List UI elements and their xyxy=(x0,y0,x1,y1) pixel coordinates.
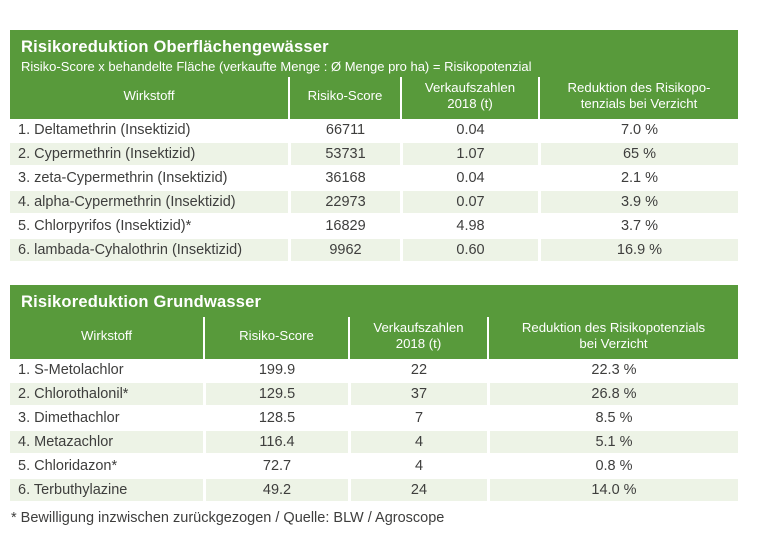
column-header-row: Wirkstoff Risiko-Score Verkaufszahlen 20… xyxy=(10,317,738,360)
reduction-cell: 8.5 % xyxy=(487,407,738,430)
table-row: 4. alpha-Cypermethrin (Insektizid) 22973… xyxy=(10,191,738,214)
table-row: 2. Cypermethrin (Insektizid) 53731 1.07 … xyxy=(10,143,738,166)
groundwater-table: Risikoreduktion Grundwasser Wirkstoff Ri… xyxy=(10,285,738,502)
infographic: Risikoreduktion Oberflächengewässer Risi… xyxy=(10,30,768,527)
risk-score-cell: 22973 xyxy=(288,191,400,214)
substance-cell: 5. Chloridazon* xyxy=(18,458,118,475)
column-header-label: bei Verzicht xyxy=(579,335,648,351)
reduction-cell: 3.7 % xyxy=(538,215,738,238)
column-header-verkaufszahlen: Verkaufszahlen 2018 (t) xyxy=(400,77,538,120)
substance-cell: 2. Chlorothalonil* xyxy=(10,383,203,406)
sales-2018-cell: 0.07 xyxy=(400,191,538,214)
reduction-cell: 5.1 % xyxy=(487,431,738,454)
reduction-cell: 16.9 % xyxy=(538,239,738,262)
sales-2018-cell: 24 xyxy=(348,479,487,502)
column-header-label: Wirkstoff xyxy=(123,87,175,103)
risk-score-cell: 9962 xyxy=(288,239,400,262)
column-header-verkaufszahlen: Verkaufszahlen 2018 (t) xyxy=(348,317,487,360)
table-title: Risikoreduktion Oberflächengewässer xyxy=(21,38,329,56)
risk-score-cell: 53731 xyxy=(288,143,400,166)
reduction-cell: 3.9 % xyxy=(538,191,738,214)
sales-2018-cell: 4.98 xyxy=(400,215,538,238)
substance-cell: 4. alpha-Cypermethrin (Insektizid) xyxy=(10,191,288,214)
table-row: 1. S-Metolachlor 199.9 22 22.3 % xyxy=(10,359,738,382)
column-header-risiko-score: Risiko-Score xyxy=(203,317,348,360)
column-header-wirkstoff: Wirkstoff xyxy=(10,77,288,119)
risk-score-cell: 72.7 xyxy=(203,455,348,478)
table-header: Risikoreduktion Grundwasser Wirkstoff Ri… xyxy=(10,285,738,360)
reduction-cell: 14.0 % xyxy=(487,479,738,502)
risk-score-cell: 199.9 xyxy=(203,359,348,382)
column-header-label: 2018 (t) xyxy=(395,335,442,351)
risk-score-cell: 49.2 xyxy=(203,479,348,502)
sales-2018-cell: 0.60 xyxy=(400,239,538,262)
table-row: 2. Chlorothalonil* 129.5 37 26.8 % xyxy=(10,383,738,406)
sales-2018-cell: 37 xyxy=(348,383,487,406)
risk-score-cell: 128.5 xyxy=(203,407,348,430)
surface-water-table: Risikoreduktion Oberflächengewässer Risi… xyxy=(10,30,738,262)
table-row: 5. Chloridazon* 72.7 4 0.8 % xyxy=(10,455,738,478)
risk-score-cell: 129.5 xyxy=(203,383,348,406)
column-header-row: Wirkstoff Risiko-Score Verkaufszahlen 20… xyxy=(10,77,738,120)
substance-cell: 6. Terbuthylazine xyxy=(10,479,203,502)
table-row: 5. Chlorpyrifos (Insektizid)* 16829 4.98… xyxy=(10,215,738,238)
reduction-cell: 0.8 % xyxy=(487,455,738,478)
substance-cell: 3. zeta-Cypermethrin (Insektizid) xyxy=(18,170,228,187)
substance-cell: 6. lambada-Cyhalothrin (Insektizid) xyxy=(10,239,288,262)
table-row: 6. Terbuthylazine 49.2 24 14.0 % xyxy=(10,479,738,502)
risk-score-cell: 16829 xyxy=(288,215,400,238)
sales-2018-cell: 22 xyxy=(348,359,487,382)
sales-2018-cell: 0.04 xyxy=(400,167,538,190)
risk-score-cell: 116.4 xyxy=(203,431,348,454)
reduction-cell: 22.3 % xyxy=(487,359,738,382)
substance-cell: 3. Dimethachlor xyxy=(18,410,120,427)
risk-score-cell: 36168 xyxy=(288,167,400,190)
column-header-label: Risiko-Score xyxy=(239,327,314,343)
section-gap xyxy=(10,263,768,285)
reduction-cell: 2.1 % xyxy=(538,167,738,190)
risk-score-cell: 66711 xyxy=(288,119,400,142)
sales-2018-cell: 4 xyxy=(348,455,487,478)
column-header-label: Verkaufszahlen xyxy=(373,320,464,336)
column-header-reduktion: Reduktion des Risikopotenzials bei Verzi… xyxy=(487,317,738,360)
table-row: 3. Dimethachlor 128.5 7 8.5 % xyxy=(10,407,738,430)
reduction-cell: 65 % xyxy=(538,143,738,166)
column-header-label: tenzials bei Verzicht xyxy=(580,95,698,111)
sales-2018-cell: 0.04 xyxy=(400,119,538,142)
sales-2018-cell: 7 xyxy=(348,407,487,430)
table-formula-subtitle: Risiko-Score x behandelte Fläche (verkau… xyxy=(21,59,532,74)
substance-cell: 4. Metazachlor xyxy=(10,431,203,454)
reduction-cell: 7.0 % xyxy=(538,119,738,142)
column-header-label: Wirkstoff xyxy=(80,327,133,343)
table-title: Risikoreduktion Grundwasser xyxy=(21,293,262,312)
table-header: Risikoreduktion Oberflächengewässer Risi… xyxy=(10,30,738,120)
sales-2018-cell: 4 xyxy=(348,431,487,454)
table-row: 4. Metazachlor 116.4 4 5.1 % xyxy=(10,431,738,454)
footnote: * Bewilligung inzwischen zurückgezogen /… xyxy=(11,510,445,527)
substance-cell: 5. Chlorpyrifos (Insektizid)* xyxy=(18,218,192,235)
sales-2018-cell: 1.07 xyxy=(400,143,538,166)
column-header-label: Risiko-Score xyxy=(307,87,383,103)
column-header-label: Verkaufszahlen xyxy=(424,80,516,95)
column-header-wirkstoff: Wirkstoff xyxy=(10,317,203,359)
column-header-label: 2018 (t) xyxy=(447,95,493,111)
table-row: 3. zeta-Cypermethrin (Insektizid) 36168 … xyxy=(10,167,738,190)
substance-cell: 1. Deltamethrin (Insektizid) xyxy=(18,122,191,139)
reduction-cell: 26.8 % xyxy=(487,383,738,406)
column-header-reduktion: Reduktion des Risikopo- tenzials bei Ver… xyxy=(538,77,738,120)
substance-cell: 2. Cypermethrin (Insektizid) xyxy=(10,143,288,166)
column-header-risiko-score: Risiko-Score xyxy=(288,77,400,120)
substance-cell: 1. S-Metolachlor xyxy=(18,362,124,379)
column-header-label: Reduktion des Risikopo- xyxy=(567,80,711,95)
table-row: 6. lambada-Cyhalothrin (Insektizid) 9962… xyxy=(10,239,738,262)
column-header-label: Reduktion des Risikopotenzials xyxy=(521,320,706,336)
table-row: 1. Deltamethrin (Insektizid) 66711 0.04 … xyxy=(10,119,738,142)
